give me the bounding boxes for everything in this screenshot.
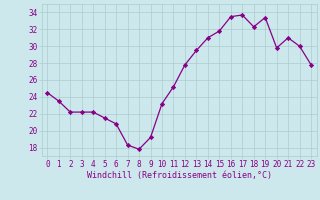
X-axis label: Windchill (Refroidissement éolien,°C): Windchill (Refroidissement éolien,°C) bbox=[87, 171, 272, 180]
